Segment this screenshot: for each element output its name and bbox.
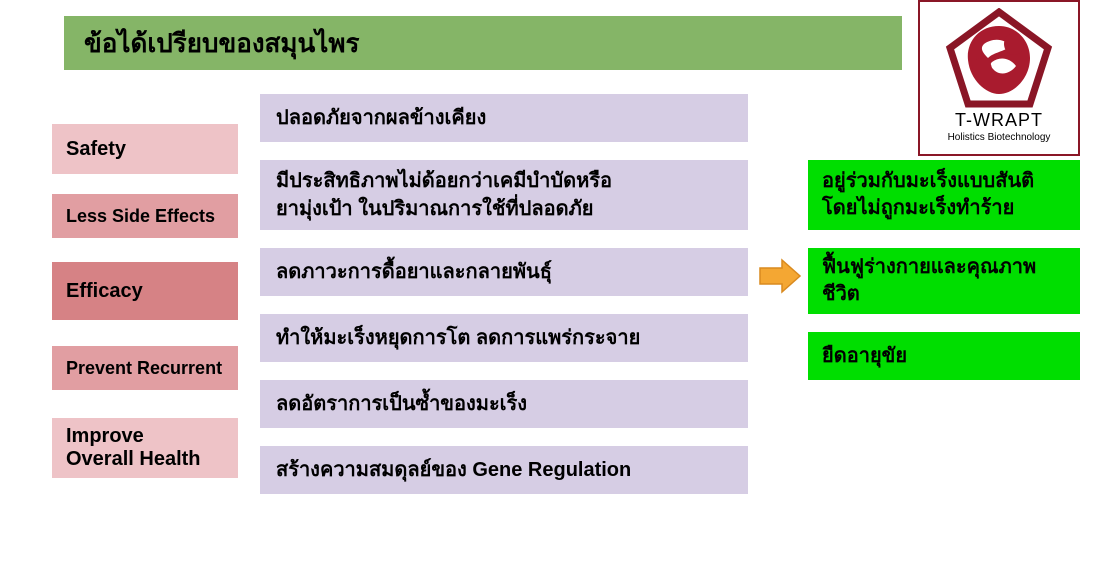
right-text: ฟื้นฟูร่างกายและคุณภาพชีวิต: [822, 254, 1066, 308]
mid-box-0: ปลอดภัยจากผลข้างเคียง: [260, 94, 748, 142]
logo-icon: [944, 8, 1054, 108]
left-box-improve: Improve Overall Health: [52, 418, 238, 478]
mid-box-1: มีประสิทธิภาพไม่ด้อยกว่าเคมีบำบัดหรือ ยา…: [260, 160, 748, 230]
mid-text: ปลอดภัยจากผลข้างเคียง: [276, 104, 486, 132]
title-text: ข้อได้เปรียบของสมุนไพร: [84, 23, 360, 64]
mid-text: ทำให้มะเร็งหยุดการโต ลดการแพร่กระจาย: [276, 324, 640, 352]
left-label: Less Side Effects: [66, 206, 215, 227]
mid-text: มีประสิทธิภาพไม่ด้อยกว่าเคมีบำบัดหรือ ยา…: [276, 167, 612, 223]
right-box-0: อยู่ร่วมกับมะเร็งแบบสันติโดยไม่ถูกมะเร็ง…: [808, 160, 1080, 230]
left-label: Prevent Recurrent: [66, 358, 222, 379]
mid-text: สร้างความสมดุลย์ของ Gene Regulation: [276, 456, 631, 484]
right-box-1: ฟื้นฟูร่างกายและคุณภาพชีวิต: [808, 248, 1080, 314]
left-box-efficacy: Efficacy: [52, 262, 238, 320]
logo-name: T-WRAPT: [955, 110, 1043, 131]
mid-text: ลดอัตราการเป็นซ้ำของมะเร็ง: [276, 390, 527, 418]
left-box-side-effects: Less Side Effects: [52, 194, 238, 238]
mid-box-4: ลดอัตราการเป็นซ้ำของมะเร็ง: [260, 380, 748, 428]
left-label: Safety: [66, 138, 126, 161]
mid-box-2: ลดภาวะการดื้อยาและกลายพันธุ์: [260, 248, 748, 296]
right-box-2: ยืดอายุขัย: [808, 332, 1080, 380]
arrow-icon: [758, 258, 802, 294]
mid-text: ลดภาวะการดื้อยาและกลายพันธุ์: [276, 258, 552, 286]
left-label: Improve Overall Health: [66, 425, 201, 471]
right-text: ยืดอายุขัย: [822, 343, 907, 370]
left-label: Efficacy: [66, 280, 143, 303]
mid-box-3: ทำให้มะเร็งหยุดการโต ลดการแพร่กระจาย: [260, 314, 748, 362]
mid-box-5: สร้างความสมดุลย์ของ Gene Regulation: [260, 446, 748, 494]
left-box-prevent: Prevent Recurrent: [52, 346, 238, 390]
logo: T-WRAPT Holistics Biotechnology: [918, 0, 1080, 156]
logo-sub: Holistics Biotechnology: [948, 132, 1051, 143]
left-box-safety: Safety: [52, 124, 238, 174]
right-text: อยู่ร่วมกับมะเร็งแบบสันติโดยไม่ถูกมะเร็ง…: [822, 168, 1066, 222]
title-bar: ข้อได้เปรียบของสมุนไพร: [64, 16, 902, 70]
